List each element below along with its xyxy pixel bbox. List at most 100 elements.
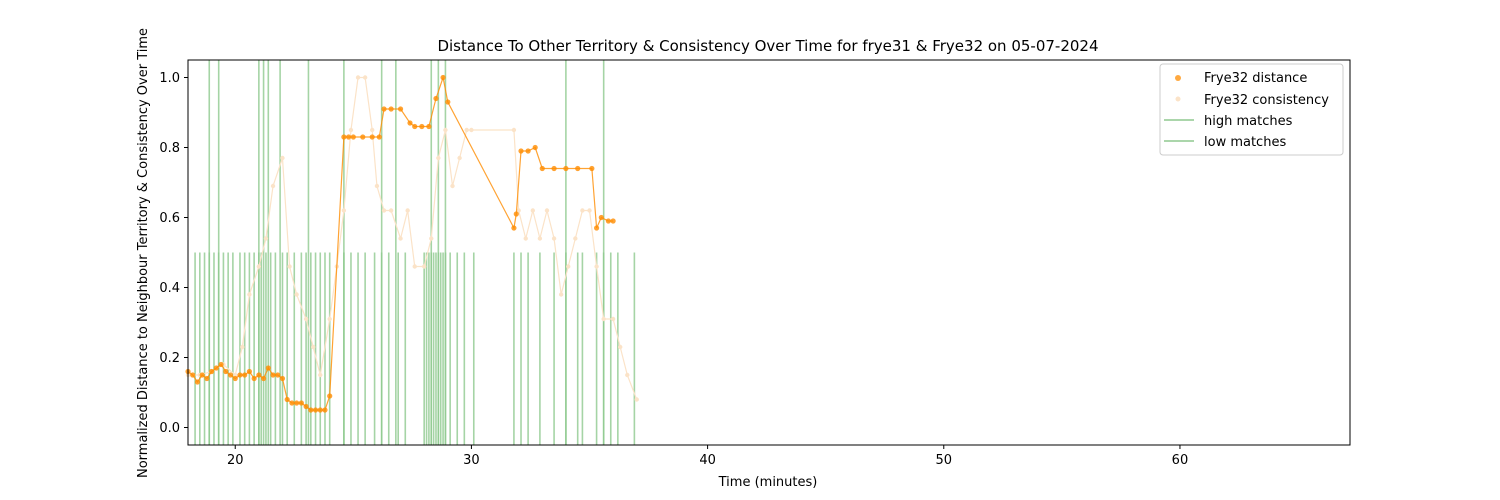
distance-point bbox=[511, 225, 517, 231]
consistency-point bbox=[450, 183, 455, 189]
consistency-point bbox=[457, 155, 462, 161]
y-axis-label: Normalized Distance to Neighbour Territo… bbox=[136, 28, 151, 478]
consistency-point bbox=[327, 316, 332, 322]
distance-point bbox=[360, 134, 366, 140]
distance-point bbox=[218, 361, 224, 368]
distance-point bbox=[232, 375, 238, 382]
distance-point bbox=[433, 95, 439, 102]
consistency-point bbox=[256, 264, 262, 269]
consistency-point bbox=[405, 208, 410, 213]
distance-point bbox=[593, 225, 600, 231]
consistency-point bbox=[523, 236, 528, 241]
consistency-point bbox=[362, 75, 368, 80]
legend-label-high-matches: high matches bbox=[1204, 114, 1293, 129]
consistency-point bbox=[566, 264, 571, 269]
legend-label-distance: Frye32 distance bbox=[1204, 71, 1307, 86]
distance-point bbox=[551, 165, 557, 172]
consistency-point bbox=[294, 292, 299, 297]
consistency-point bbox=[558, 292, 564, 297]
distance-point bbox=[598, 214, 604, 221]
y-axis-ticks: 0.0 0.2 0.4 0.6 0.8 1.0 bbox=[159, 71, 188, 436]
legend-marker-distance bbox=[1175, 75, 1181, 81]
distance-point bbox=[346, 134, 352, 140]
legend-label-low-matches: low matches bbox=[1204, 135, 1286, 150]
distance-point bbox=[419, 123, 425, 130]
distance-point bbox=[227, 372, 234, 378]
distance-point bbox=[518, 148, 524, 154]
distance-point bbox=[322, 407, 328, 413]
distance-point bbox=[256, 372, 262, 378]
x-tick-label: 30 bbox=[463, 453, 480, 468]
distance-point bbox=[251, 375, 257, 382]
distance-point bbox=[369, 134, 375, 140]
distance-point bbox=[350, 134, 356, 140]
x-tick-label: 50 bbox=[935, 453, 952, 468]
legend-marker-consistency bbox=[1175, 96, 1181, 102]
consistency-point bbox=[421, 264, 427, 269]
distance-point bbox=[199, 372, 205, 378]
x-tick-label: 20 bbox=[227, 453, 244, 468]
consistency-point bbox=[348, 127, 354, 133]
distance-point bbox=[445, 99, 451, 105]
consistency-point bbox=[511, 127, 517, 133]
x-tick-label: 60 bbox=[1172, 453, 1189, 468]
distance-point bbox=[279, 375, 286, 382]
distance-point bbox=[275, 372, 281, 378]
distance-point bbox=[298, 400, 304, 406]
distance-point bbox=[246, 368, 253, 375]
consistency-point bbox=[530, 208, 536, 213]
distance-line bbox=[187, 75, 614, 411]
match-lines bbox=[194, 60, 636, 445]
consistency-series bbox=[185, 75, 639, 402]
consistency-point bbox=[429, 236, 434, 241]
distance-point bbox=[525, 148, 531, 154]
distance-point bbox=[412, 123, 418, 130]
consistency-point bbox=[587, 208, 592, 213]
y-tick-label: 0.4 bbox=[159, 281, 180, 296]
y-tick-label: 0.0 bbox=[159, 421, 180, 436]
distance-point bbox=[532, 144, 538, 151]
consistency-point bbox=[388, 208, 394, 213]
consistency-point bbox=[516, 208, 521, 213]
y-tick-label: 0.6 bbox=[159, 211, 180, 226]
distance-point bbox=[563, 165, 569, 172]
x-tick-label: 40 bbox=[699, 453, 716, 468]
y-tick-label: 1.0 bbox=[159, 71, 180, 86]
distance-point bbox=[341, 134, 347, 140]
distance-point bbox=[260, 375, 267, 382]
consistency-point bbox=[625, 372, 630, 378]
distance-point bbox=[303, 403, 309, 410]
distance-point bbox=[539, 165, 545, 172]
consistency-point bbox=[610, 316, 616, 322]
distance-point bbox=[242, 372, 248, 378]
distance-point bbox=[237, 372, 243, 378]
consistency-point bbox=[381, 208, 387, 213]
distance-point bbox=[407, 120, 413, 126]
consistency-point bbox=[280, 155, 285, 161]
distance-point bbox=[327, 393, 333, 399]
distance-point bbox=[294, 400, 300, 406]
plot-frame bbox=[187, 59, 1351, 446]
consistency-point bbox=[240, 344, 245, 350]
consistency-point bbox=[580, 208, 585, 213]
consistency-point bbox=[551, 236, 557, 241]
consistency-point bbox=[469, 127, 474, 133]
distance-point bbox=[308, 407, 314, 413]
consistency-point bbox=[601, 316, 606, 322]
distance-point bbox=[376, 134, 382, 140]
consistency-point bbox=[412, 264, 417, 269]
consistency-point bbox=[310, 344, 316, 350]
distance-point bbox=[190, 372, 196, 378]
distance-point bbox=[270, 372, 276, 378]
distance-point bbox=[289, 400, 295, 406]
distance-point bbox=[312, 407, 319, 413]
distance-point bbox=[397, 106, 404, 112]
distance-point bbox=[284, 396, 290, 403]
consistency-point bbox=[263, 236, 269, 241]
consistency-point bbox=[537, 236, 543, 241]
legend: Frye32 distance Frye32 consistency high … bbox=[1159, 63, 1344, 156]
consistency-point bbox=[618, 344, 623, 350]
consistency-point bbox=[287, 264, 292, 269]
consistency-point bbox=[233, 372, 238, 378]
x-axis-ticks: 20 30 40 50 60 bbox=[227, 445, 1188, 468]
